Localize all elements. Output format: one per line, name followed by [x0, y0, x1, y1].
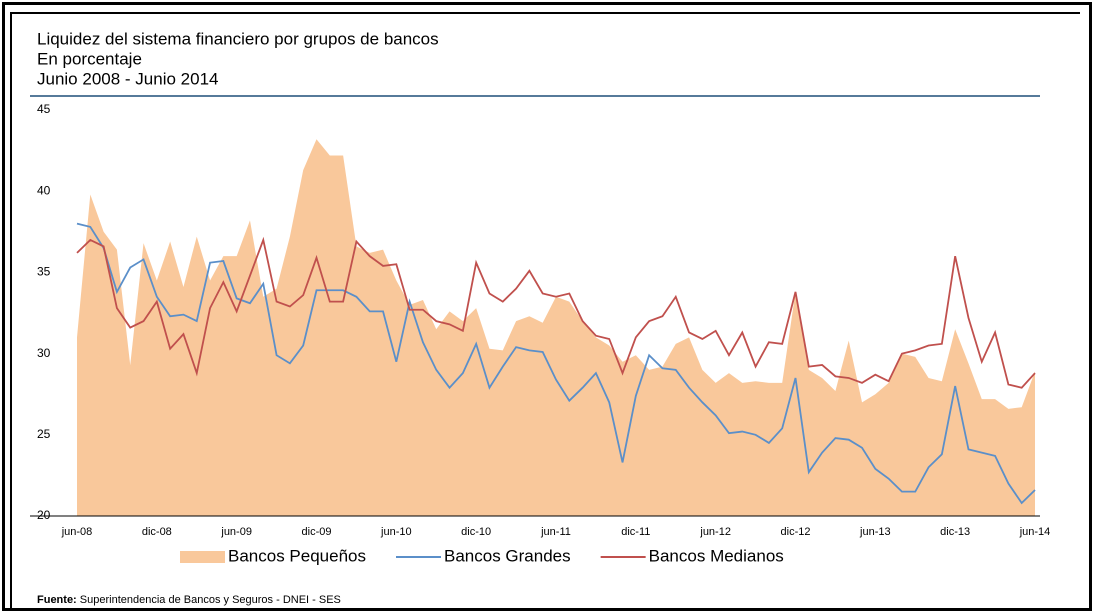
x-tick-label: jun-12 — [699, 526, 731, 538]
x-tick-label: jun-13 — [859, 526, 891, 538]
line — [76, 222, 1036, 505]
y-tick-label: 40 — [37, 183, 51, 197]
source: Fuente: Superintendencia de Bancos y Seg… — [37, 594, 341, 606]
area — [77, 139, 1035, 516]
x-tick-label: jun-08 — [61, 526, 93, 538]
legend-swatch — [180, 551, 225, 563]
x-tick-label: jun-10 — [380, 526, 412, 538]
source-text: Superintendencia de Bancos y Seguros - D… — [80, 594, 341, 606]
y-tick-label: 25 — [37, 427, 51, 441]
x-tick-label: dic-10 — [461, 526, 491, 538]
source-label: Fuente: — [37, 594, 77, 606]
inner-border — [10, 12, 1080, 608]
chart-subtitle: En porcentaje — [37, 49, 142, 68]
line — [76, 236, 1036, 389]
legend-label: Bancos Medianos — [649, 546, 784, 565]
chart-period: Junio 2008 - Junio 2014 — [37, 69, 218, 88]
x-tick-label: dic-11 — [621, 526, 650, 538]
x-tick-label: dic-13 — [940, 526, 970, 538]
x-tick-label: dic-12 — [781, 526, 811, 538]
y-tick-label: 35 — [37, 265, 51, 279]
legend-label: Bancos Grandes — [444, 546, 571, 565]
y-tick-label: 20 — [37, 508, 51, 522]
x-tick-label: dic-09 — [302, 526, 332, 538]
legend-label: Bancos Pequeños — [228, 546, 366, 565]
x-tick-label: jun-14 — [1019, 526, 1051, 538]
y-tick-label: 45 — [37, 102, 51, 116]
x-tick-label: jun-09 — [220, 526, 252, 538]
x-tick-label: jun-11 — [540, 526, 571, 538]
y-tick-label: 30 — [37, 346, 51, 360]
chart-title: Liquidez del sistema financiero por grup… — [37, 29, 439, 48]
x-tick-label: dic-08 — [142, 526, 172, 538]
